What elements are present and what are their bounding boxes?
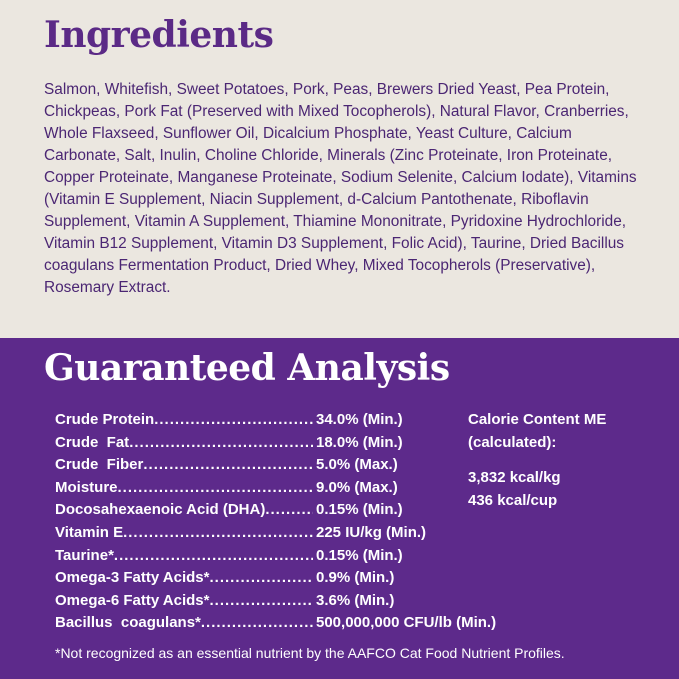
dot-leader xyxy=(154,409,313,432)
guaranteed-analysis-section xyxy=(0,338,679,679)
analysis-row: Bacillus coagulans* 500,000,000 CFU/lb (M… xyxy=(55,612,525,635)
nutrient-label-cell: Crude Fiber xyxy=(55,454,313,477)
dot-leader xyxy=(129,432,313,455)
analysis-row: Docosahexaenoic Acid (DHA) 0.15% (Min.) xyxy=(55,499,525,522)
dot-leader xyxy=(114,545,313,568)
nutrient-label-cell: Omega-3 Fatty Acids* xyxy=(55,567,313,590)
nutrient-value: 0.15% (Min.) xyxy=(316,546,403,564)
analysis-row: Crude Protein 34.0% (Min.) xyxy=(55,409,525,432)
analysis-row: Omega-3 Fatty Acids* 0.9% (Min.) xyxy=(55,567,525,590)
calorie-per-kg: 3,832 kcal/kg xyxy=(468,469,561,487)
analysis-row: Taurine* 0.15% (Min.) xyxy=(55,545,525,568)
nutrient-label: Omega-6 Fatty Acids* xyxy=(55,591,210,609)
nutrient-value: 225 IU/kg (Min.) xyxy=(316,523,427,541)
calorie-subheading: (calculated): xyxy=(468,433,557,451)
nutrient-label: Moisture xyxy=(55,478,118,496)
nutrient-label: Crude Fat xyxy=(55,433,130,451)
nutrient-label: Taurine* xyxy=(55,546,114,564)
nutrient-label-cell: Taurine* xyxy=(55,545,313,568)
dot-leader xyxy=(210,567,314,590)
nutrient-value: 5.0% (Max.) xyxy=(316,456,398,474)
nutrient-label: Vitamin E xyxy=(55,523,124,541)
nutrient-label-cell: Vitamin E xyxy=(55,522,313,545)
nutrient-label-cell: Moisture xyxy=(55,477,313,500)
nutrient-value: 34.0% (Min.) xyxy=(316,411,403,428)
dot-leader xyxy=(118,477,313,500)
nutrient-value: 3.6% (Min.) xyxy=(316,591,395,609)
nutrient-label-cell: Crude Fat xyxy=(55,432,313,455)
calorie-content: Calorie Content ME (calculated): 3,832 k… xyxy=(468,409,606,512)
ingredients-text: Salmon, Whitefish, Sweet Potatoes, Pork,… xyxy=(44,81,637,296)
analysis-row: Omega-6 Fatty Acids* 3.6% (Min.) xyxy=(55,590,525,613)
nutrient-value: 9.0% (Max.) xyxy=(316,478,398,496)
nutrient-value: 0.9% (Min.) xyxy=(316,569,395,587)
nutrient-label: Crude Fiber xyxy=(55,456,144,474)
nutrient-label: Omega-3 Fatty Acids* xyxy=(55,569,210,587)
nutrient-label-cell: Crude Protein xyxy=(55,409,313,432)
footnote: *Not recognized as an essential nutrient… xyxy=(55,645,565,661)
analysis-title: Guaranteed Analysis xyxy=(44,347,450,389)
dot-leader xyxy=(265,499,313,522)
dot-leader xyxy=(123,522,313,545)
analysis-row: Crude Fiber 5.0% (Max.) xyxy=(55,454,525,477)
nutrient-label: Crude Protein xyxy=(55,411,155,428)
ingredients-section: Ingredients Salmon, Whitefish, Sweet Pot… xyxy=(0,0,679,338)
nutrient-label: Bacillus coagulans* xyxy=(55,614,201,632)
nutrient-label: Docosahexaenoic Acid (DHA) xyxy=(55,501,266,519)
analysis-table: Crude Protein 34.0% (Min.) Crude Fat 18.0% … xyxy=(55,409,525,635)
dot-leader xyxy=(143,454,313,477)
nutrient-label-cell: Docosahexaenoic Acid (DHA) xyxy=(55,499,313,522)
nutrient-label-cell: Omega-6 Fatty Acids* xyxy=(55,590,313,613)
nutrient-label-cell: Bacillus coagulans* xyxy=(55,612,313,635)
ingredients-title: Ingredients xyxy=(44,14,274,56)
analysis-row: Crude Fat 18.0% (Min.) xyxy=(55,432,525,455)
nutrient-value: 500,000,000 CFU/lb (Min.) xyxy=(316,614,497,632)
calorie-per-cup: 436 kcal/cup xyxy=(468,491,558,509)
nutrient-value: 0.15% (Min.) xyxy=(316,501,403,519)
analysis-row: Moisture 9.0% (Max.) xyxy=(55,477,525,500)
nutrient-value: 18.0% (Min.) xyxy=(316,433,403,451)
dot-leader xyxy=(210,590,314,613)
calorie-heading: Calorie Content ME xyxy=(468,411,607,428)
analysis-row: Vitamin E 225 IU/kg (Min.) xyxy=(55,522,525,545)
dot-leader xyxy=(201,612,313,635)
